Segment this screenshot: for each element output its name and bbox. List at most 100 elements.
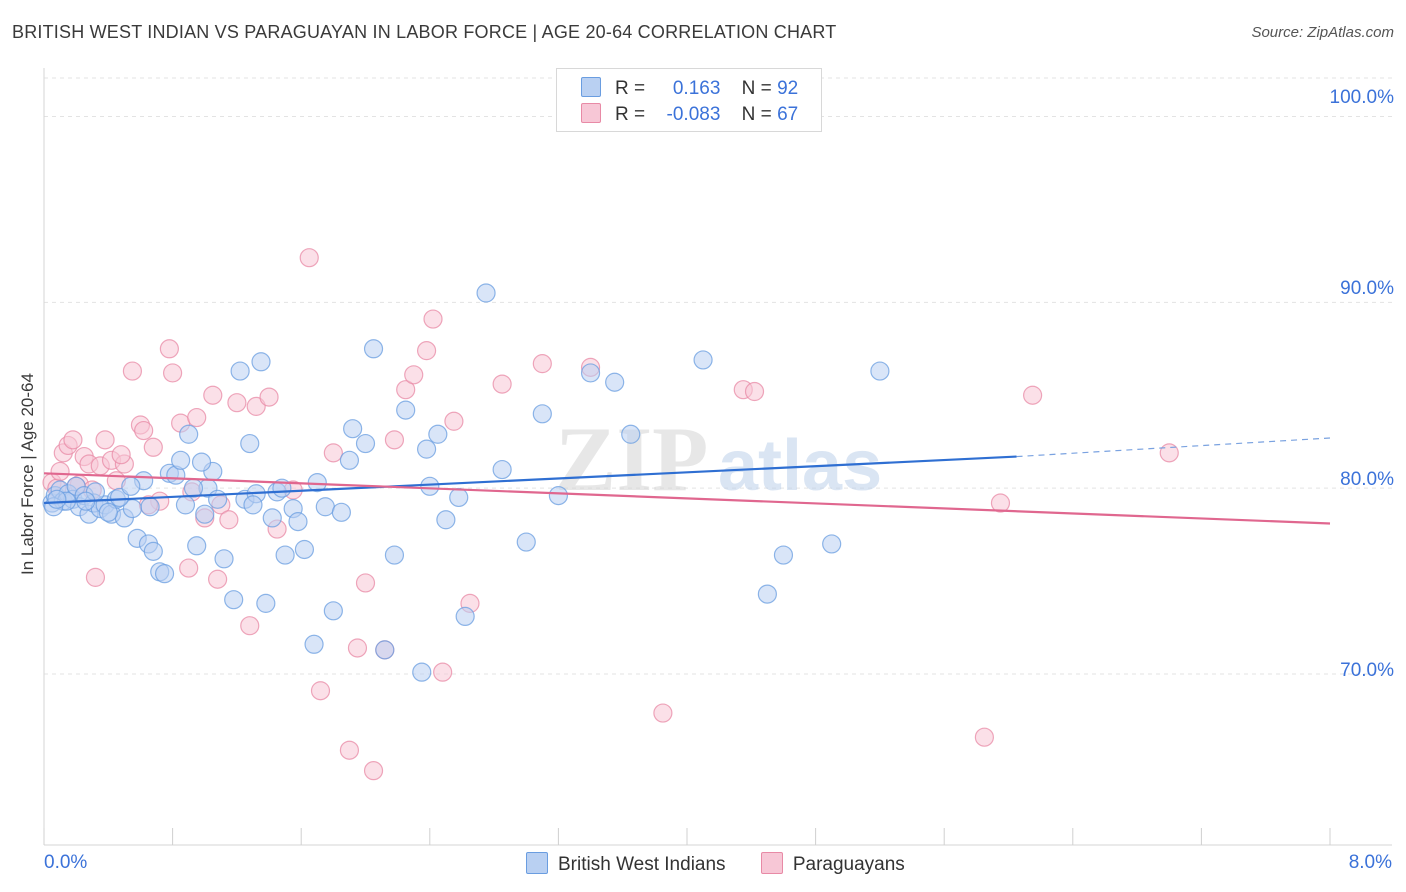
data-point — [208, 569, 228, 589]
data-point — [183, 478, 204, 498]
data-point — [191, 452, 212, 472]
source-label: Source: ZipAtlas.com — [1251, 24, 1394, 41]
data-point — [121, 476, 141, 496]
data-point — [428, 424, 448, 444]
data-point — [230, 361, 250, 381]
data-point — [140, 497, 160, 517]
data-point — [323, 443, 343, 463]
data-point — [492, 459, 512, 480]
data-point — [243, 495, 263, 515]
data-point — [757, 584, 777, 604]
data-point — [179, 424, 199, 444]
data-point — [773, 545, 794, 565]
data-point — [436, 510, 456, 530]
data-point — [111, 445, 131, 465]
legend-n-label: N = — [741, 104, 772, 125]
data-point — [195, 504, 215, 524]
data-point — [323, 601, 343, 621]
legend-item-british-west-indians: British West Indians — [526, 852, 726, 876]
data-point — [154, 564, 175, 584]
data-point — [262, 508, 282, 528]
data-point — [208, 489, 228, 509]
data-point — [339, 740, 360, 760]
data-point — [444, 411, 464, 431]
legend-item-label: British West Indians — [558, 854, 726, 875]
data-point — [822, 534, 842, 554]
data-point — [85, 567, 106, 587]
data-point — [304, 634, 324, 654]
data-point — [423, 309, 443, 329]
trend-lines — [43, 437, 1331, 525]
legend-r-value: 0.163 — [672, 78, 721, 99]
data-point — [449, 487, 469, 508]
data-point — [219, 510, 239, 530]
data-point — [343, 419, 363, 439]
data-point — [621, 424, 641, 444]
data-point — [363, 339, 384, 359]
data-point — [396, 400, 416, 420]
data-point — [363, 761, 384, 781]
data-point — [384, 430, 405, 450]
trend-line-british-west-indians-dashed — [1016, 437, 1331, 458]
data-point — [693, 350, 713, 370]
data-point — [420, 476, 440, 496]
legend-swatch-blue — [581, 77, 601, 97]
data-point — [355, 573, 376, 593]
stats-legend: R = 0.163 N = 92 R = -0.083 N = 67 — [556, 68, 822, 132]
legend-n-value: 67 — [777, 104, 799, 125]
data-point — [98, 502, 118, 522]
data-point — [355, 433, 376, 454]
data-point — [47, 489, 67, 509]
data-point — [339, 450, 360, 470]
data-point — [175, 495, 196, 515]
x-tick-label-min: 0.0% — [44, 852, 88, 873]
data-point — [187, 536, 207, 556]
data-point — [974, 727, 994, 747]
data-point — [143, 541, 163, 561]
data-point — [179, 558, 199, 578]
data-point — [224, 590, 244, 610]
data-point — [416, 439, 437, 459]
data-point — [548, 485, 569, 506]
data-point — [259, 387, 279, 407]
data-point — [653, 703, 673, 723]
legend-r-label: R = — [615, 78, 646, 99]
data-point — [134, 420, 154, 441]
data-point — [143, 437, 163, 457]
chart-title: BRITISH WEST INDIAN VS PARAGUAYAN IN LAB… — [12, 22, 837, 42]
legend-r-value: -0.083 — [666, 104, 721, 125]
data-point — [580, 363, 601, 383]
data-point — [310, 681, 331, 701]
data-point — [275, 545, 295, 565]
data-point — [315, 497, 335, 517]
legend-row-paraguayans: R = -0.083 N = 67 — [581, 103, 798, 125]
data-point — [532, 354, 552, 374]
data-point — [95, 430, 115, 450]
data-point — [476, 283, 496, 303]
legend-n-label: N = — [741, 78, 772, 99]
data-point — [159, 339, 179, 359]
data-point — [246, 396, 266, 416]
axes — [43, 68, 1392, 846]
data-point — [404, 365, 424, 385]
data-point — [63, 430, 83, 450]
data-point — [256, 593, 276, 613]
trend-line-paraguayans — [43, 472, 1331, 525]
legend-item-label: Paraguayans — [792, 854, 905, 875]
data-point — [214, 549, 234, 569]
legend-item-paraguayans: Paraguayans — [760, 852, 905, 876]
data-point — [294, 539, 315, 560]
data-point — [1023, 385, 1043, 405]
data-point — [299, 248, 319, 268]
y-tick-label-80: 80.0% — [1340, 469, 1394, 490]
y-tick-label-90: 90.0% — [1340, 278, 1394, 299]
y-tick-label-100: 100.0% — [1329, 87, 1394, 108]
trend-line-british-west-indians — [43, 455, 1017, 505]
y-axis-label: In Labor Force | Age 20-64 — [18, 373, 37, 575]
data-point — [251, 352, 271, 372]
data-point — [492, 374, 512, 394]
data-point — [203, 385, 223, 405]
y-tick-label-70: 70.0% — [1340, 660, 1394, 681]
data-point — [163, 363, 183, 383]
